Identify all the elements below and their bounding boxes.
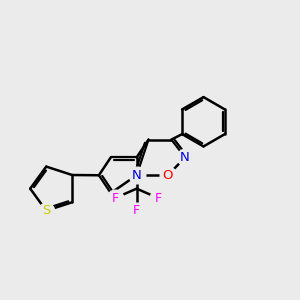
- Text: S: S: [42, 204, 50, 217]
- Text: F: F: [111, 192, 118, 205]
- Text: F: F: [155, 192, 162, 205]
- Text: N: N: [132, 169, 142, 182]
- Text: N: N: [180, 151, 190, 164]
- Text: F: F: [133, 204, 140, 218]
- Text: O: O: [163, 169, 173, 182]
